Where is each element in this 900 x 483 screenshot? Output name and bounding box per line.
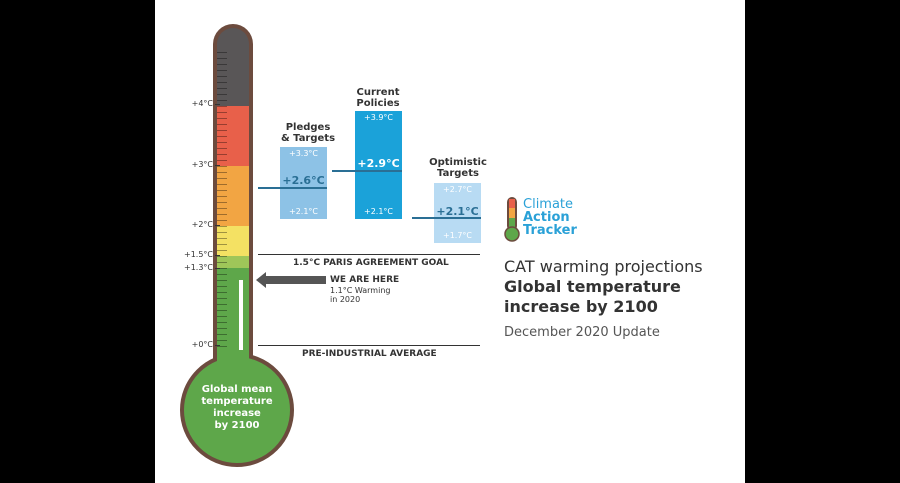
we-are-here-line: in 2020 [330,295,361,304]
bulb-neck-fill [217,350,249,368]
logo-thermometer-icon [504,197,520,242]
we-are-here-title: WE ARE HERE [330,275,400,285]
band-3c-4c [217,106,249,166]
tick-label-3c: +3°C [191,160,213,169]
thermometer-tube [213,24,253,369]
optimistic-high: +2.7°C [442,185,472,194]
bulb-label-line: increase [213,408,261,419]
band-1-3c-1-5c [217,256,249,268]
tick-mark [215,255,220,256]
tick-mark [215,104,220,105]
bulb-label: Global mean temperature increase by 2100 [185,384,289,432]
pledges-high: +3.3°C [288,149,318,158]
pledges-low: +2.1°C [288,207,318,216]
band-above-4c [217,28,249,106]
current-mid: +2.9°C [357,157,400,170]
tick-label-1-3c: +1.3°C [183,263,213,272]
bulb-label-line: by 2100 [214,420,260,431]
paris-goal-line [258,254,480,255]
projection-title-block: CAT warming projections Global temperatu… [504,257,742,340]
current-title: Current Policies [338,87,418,109]
current-high: +3.9°C [363,113,393,122]
logo-text-action: Action [523,210,570,225]
pledges-title-line: & Targets [280,133,336,144]
current-title-line: Policies [356,98,400,109]
projection-subtitle: increase by 2100 [504,297,658,316]
current-title-line: Current [356,87,400,98]
tick-label-4c: +4°C [191,99,213,108]
we-are-here-line: 1.1°C Warming [330,286,391,295]
bulb-label-line: temperature [201,396,273,407]
infographic-canvas: Global mean temperature increase by 2100… [155,0,745,483]
current-low: +2.1°C [363,207,393,216]
tick-label-1-5c: +1.5°C [183,250,213,259]
tick-mark [215,165,220,166]
current-warming-indicator [239,280,243,369]
logo-text-tracker: Tracker [523,223,577,238]
we-are-here-arrow [256,272,326,288]
pledges-title-line: Pledges [285,122,331,133]
band-2c-3c [217,166,249,226]
tick-mark [215,345,220,346]
we-are-here-block: WE ARE HERE 1.1°C Warming in 2020 [330,275,440,304]
pledges-mid: +2.6°C [282,174,325,187]
projection-subtitle: Global temperature [504,277,681,296]
current-marker-line [332,170,402,172]
optimistic-low: +1.7°C [442,231,472,240]
optimistic-title-line: Optimistic [429,157,487,168]
bulb-label-line: Global mean [201,384,273,395]
band-1-5c-2c [217,226,249,256]
optimistic-mid: +2.1°C [436,205,479,218]
pledges-title: Pledges & Targets [268,122,348,144]
tick-label-2c: +2°C [191,220,213,229]
tick-mark [215,225,220,226]
scale-ticks [217,52,227,357]
current-range-box: +3.9°C +2.9°C +2.1°C [355,111,402,219]
tick-label-0c: +0°C [191,340,213,349]
climate-action-tracker-logo: Climate Action Tracker [504,196,594,242]
optimistic-marker-line [412,217,481,219]
paris-goal-label: 1.5°C PARIS AGREEMENT GOAL [293,258,449,268]
logo-text-climate: Climate [523,197,574,212]
optimistic-range-box: +2.7°C +2.1°C +1.7°C [434,183,481,243]
update-date: December 2020 Update [504,325,660,340]
pledges-range-box: +3.3°C +2.6°C +2.1°C [280,147,327,219]
optimistic-title-line: Targets [437,168,479,179]
pre-industrial-line [258,345,480,346]
tick-mark [215,268,220,269]
pledges-marker-line [258,187,327,189]
pre-industrial-label: PRE-INDUSTRIAL AVERAGE [302,349,437,359]
optimistic-title: Optimistic Targets [418,157,498,179]
projection-title: CAT warming projections [504,257,703,276]
